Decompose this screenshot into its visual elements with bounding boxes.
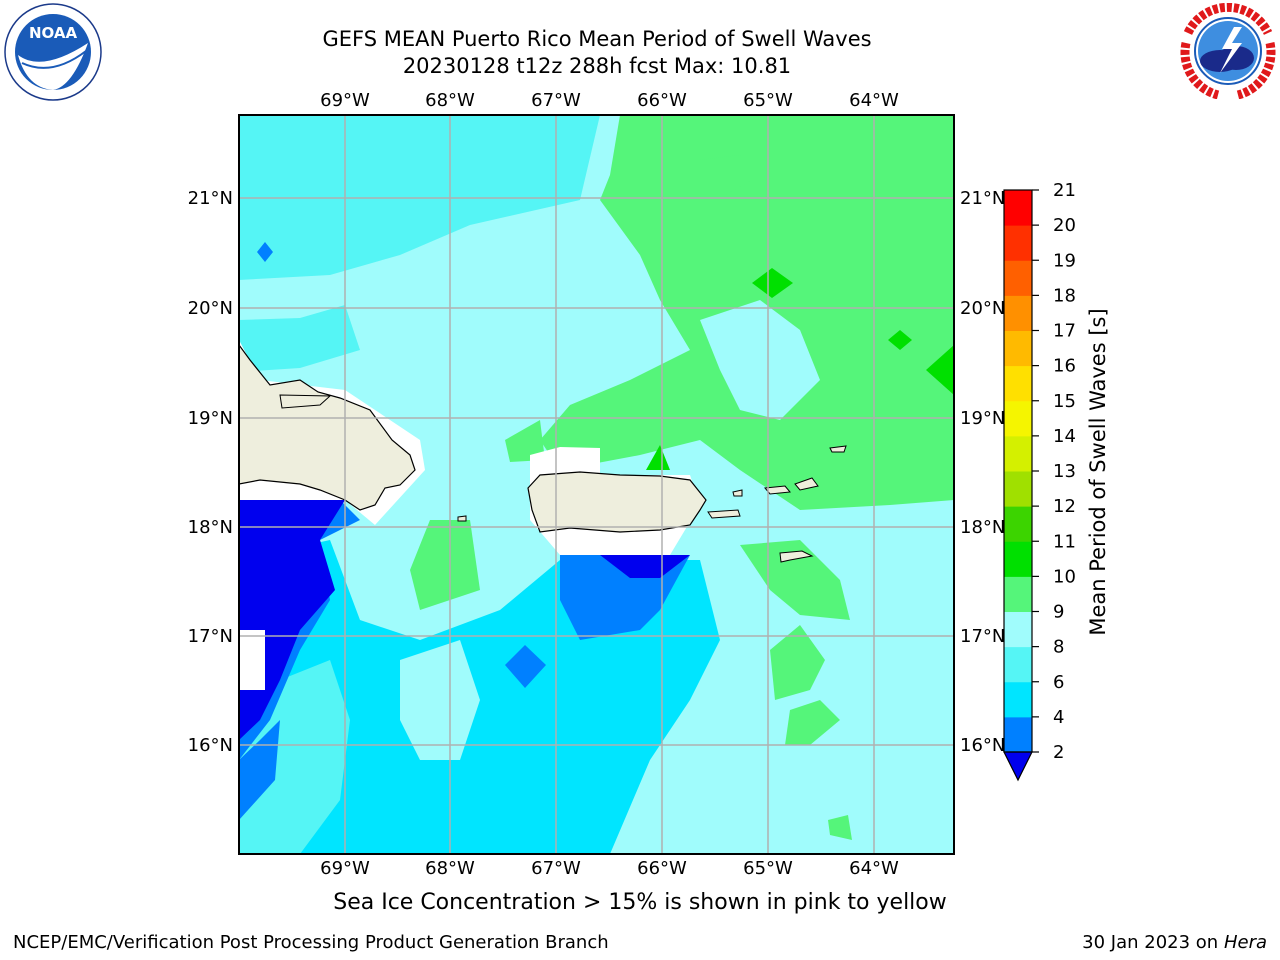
lat-label-left: 19°N [188,408,233,429]
colorbar-tick-label: 10 [1053,566,1076,587]
colorbar-tick-label: 6 [1053,672,1064,693]
colorbar-segment [1004,190,1032,226]
lon-label-top: 66°W [637,90,687,111]
lon-label-top: 65°W [743,90,793,111]
colorbar-tick-label: 12 [1053,496,1076,517]
colorbar-tick-label: 2 [1053,742,1064,763]
colorbar-segment [1004,506,1032,542]
colorbar-tick-label: 11 [1053,531,1076,552]
colorbar-tick-label: 20 [1053,215,1076,236]
contour-field [239,115,954,854]
lat-label-left: 20°N [188,298,233,319]
colorbar-segment [1004,681,1032,718]
colorbar-label: Mean Period of Swell Waves [s] [1086,308,1110,635]
colorbar-tick-label: 15 [1053,391,1076,412]
lat-label-left: 16°N [188,735,233,756]
colorbar: 2 4 6 8 9 10 11 12 13 14 15 16 17 18 19 20 21 [1003,180,1076,782]
lat-label-right: 19°N [960,408,1005,429]
colorbar-tick-label: 16 [1053,356,1076,377]
lon-label-top: 68°W [425,90,475,111]
lon-label-bottom: 64°W [849,858,899,879]
colorbar-tick-label: 18 [1053,285,1076,306]
footer-org: NCEP/EMC/Verification Post Processing Pr… [13,932,609,953]
lat-label-left: 21°N [188,188,233,209]
lon-label-top: 67°W [531,90,581,111]
colorbar-tick-label: 21 [1053,180,1076,201]
graticule [239,115,954,854]
lon-label-top: 69°W [320,90,370,111]
lon-label-bottom: 65°W [743,858,793,879]
colorbar-segment [1004,576,1032,612]
colorbar-segment [1004,611,1032,648]
colorbar-segment [1004,365,1032,402]
colorbar-segment [1004,225,1032,261]
footer-date-text: 30 Jan 2023 on [1082,932,1224,953]
colorbar-segment [1004,295,1032,331]
lat-label-right: 21°N [960,188,1005,209]
colorbar-segment [1004,471,1032,507]
colorbar-tick-label: 4 [1053,707,1064,728]
colorbar-segment [1004,541,1032,577]
lat-label-right: 20°N [960,298,1005,319]
map-frame [238,114,955,855]
lat-label-left: 18°N [188,517,233,538]
colorbar-segment [1004,646,1032,683]
footer-date: 30 Jan 2023 on Hera [1082,932,1267,953]
lat-label-right: 17°N [960,626,1005,647]
colorbar-tick-label: 14 [1053,426,1076,447]
colorbar-tick-label: 8 [1053,637,1064,658]
title-line-2: 20230128 t12z 288h fcst Max: 10.81 [402,54,792,78]
lon-label-top: 64°W [849,90,899,111]
noaa-logo-text: NOAA [29,24,78,42]
sea-ice-note: Sea Ice Concentration > 15% is shown in … [333,890,947,915]
nws-logo [1180,3,1276,99]
colorbar-extend-triangle [1003,751,1033,782]
lon-label-bottom: 69°W [320,858,370,879]
lat-label-right: 16°N [960,735,1005,756]
colorbar-tick-label: 13 [1053,461,1076,482]
colorbar-tick-label: 17 [1053,321,1076,342]
lon-label-bottom: 67°W [531,858,581,879]
lon-label-bottom: 68°W [425,858,475,879]
title-line-1: GEFS MEAN Puerto Rico Mean Period of Swe… [322,27,872,51]
noaa-logo: NOAA [4,3,102,101]
colorbar-segment [1004,400,1032,437]
lon-label-bottom: 66°W [637,858,687,879]
colorbar-segment [1004,330,1032,367]
colorbar-segment [1004,716,1032,753]
lat-label-left: 17°N [188,626,233,647]
footer-host: Hera [1223,932,1267,953]
colorbar-segment [1004,435,1032,472]
colorbar-tick-label: 9 [1053,602,1064,623]
colorbar-segment [1004,260,1032,296]
lat-label-right: 18°N [960,517,1005,538]
colorbar-tick-label: 19 [1053,250,1076,271]
